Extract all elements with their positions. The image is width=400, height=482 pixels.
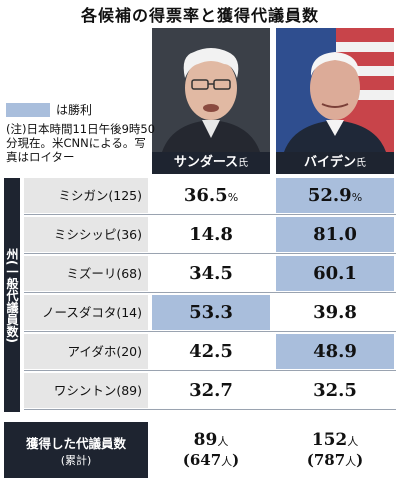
state-cell: ミシガン(125) — [24, 178, 148, 213]
table-row: アイダホ(20) 42.5 48.9 — [24, 334, 396, 369]
candidate-name: バイデン — [303, 155, 356, 170]
legend-swatch — [6, 103, 50, 117]
table-row: ミシガン(125) 36.5% 52.9% — [24, 178, 396, 213]
state-axis-label: 州(一般代議員数) — [4, 178, 20, 412]
candidate-header-sanders: サンダース氏 — [152, 152, 270, 174]
state-cell: アイダホ(20) — [24, 334, 148, 369]
cumulative-value: 787 — [313, 450, 346, 469]
sanders-photo — [152, 28, 270, 152]
table-row: ミズーリ(68) 34.5 60.1 — [24, 256, 396, 291]
percent-value: 48.9 — [313, 341, 357, 362]
state-cell: ミズーリ(68) — [24, 256, 148, 291]
total-label-sub: (累計) — [60, 453, 92, 467]
table-row: ミシシッピ(36) 14.8 81.0 — [24, 217, 396, 252]
total-label-main: 獲得した代議員数 — [25, 435, 126, 451]
percent-value: 14.8 — [189, 224, 233, 245]
percent-value: 42.5 — [189, 341, 233, 362]
total-label: 獲得した代議員数 (累計) — [4, 422, 148, 478]
value-cell-biden: 32.5 — [276, 373, 394, 408]
legend-label: は勝利 — [56, 103, 93, 117]
value-cell-biden: 60.1 — [276, 256, 394, 291]
total-value: 89 — [193, 429, 218, 450]
total-biden: 152人 (787人) — [276, 422, 394, 478]
percent-value: 60.1 — [313, 263, 357, 284]
percent-unit: % — [227, 191, 239, 204]
table-row: ワシントン(89) 32.7 32.5 — [24, 373, 396, 408]
value-cell-sanders: 53.3 — [152, 295, 270, 330]
percent-unit: % — [351, 191, 363, 204]
percent-value: 53.3 — [189, 302, 233, 323]
value-cell-sanders: 36.5% — [152, 178, 270, 213]
total-value: 152 — [311, 429, 348, 450]
total-sanders: 89人 (647人) — [152, 422, 270, 478]
value-cell-sanders: 34.5 — [152, 256, 270, 291]
cumulative-value: 647 — [189, 450, 222, 469]
value-cell-biden: 52.9% — [276, 178, 394, 213]
total-unit: 人 — [221, 454, 233, 468]
percent-value: 52.9 — [307, 185, 352, 206]
table-row: ノースダコタ(14) 53.3 39.8 — [24, 295, 396, 330]
value-cell-sanders: 32.7 — [152, 373, 270, 408]
value-cell-biden: 39.8 — [276, 295, 394, 330]
percent-value: 34.5 — [189, 263, 233, 284]
candidate-suffix: 氏 — [356, 158, 366, 169]
chart-title: 各候補の得票率と獲得代議員数 — [80, 6, 319, 25]
candidate-header-biden: バイデン氏 — [276, 152, 394, 174]
candidate-name: サンダース — [173, 155, 239, 170]
row-divider — [24, 214, 396, 215]
value-cell-sanders: 42.5 — [152, 334, 270, 369]
percent-value: 39.8 — [313, 302, 357, 323]
biden-photo — [276, 28, 394, 152]
value-cell-sanders: 14.8 — [152, 217, 270, 252]
row-divider — [24, 409, 396, 410]
percent-value: 32.7 — [189, 380, 233, 401]
total-unit: 人 — [347, 434, 359, 448]
row-divider — [24, 253, 396, 254]
value-cell-biden: 48.9 — [276, 334, 394, 369]
row-divider — [24, 331, 396, 332]
value-cell-biden: 81.0 — [276, 217, 394, 252]
row-divider — [24, 370, 396, 371]
state-cell: ワシントン(89) — [24, 373, 148, 408]
percent-value: 32.5 — [313, 380, 357, 401]
state-cell: ミシシッピ(36) — [24, 217, 148, 252]
percent-value: 81.0 — [313, 224, 357, 245]
candidate-suffix: 氏 — [238, 158, 249, 169]
total-unit: 人 — [345, 454, 357, 468]
state-cell: ノースダコタ(14) — [24, 295, 148, 330]
row-divider — [24, 292, 396, 293]
percent-value: 36.5 — [183, 185, 228, 206]
source-note: (注)日本時間11日午後9時50分現在。米CNNによる。写真はロイター — [6, 122, 156, 164]
total-unit: 人 — [217, 434, 229, 448]
